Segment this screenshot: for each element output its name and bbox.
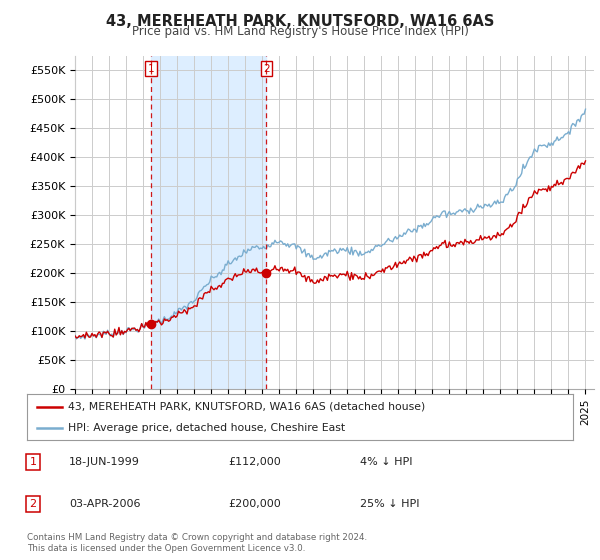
Text: 2: 2 — [263, 64, 270, 74]
Text: 4% ↓ HPI: 4% ↓ HPI — [360, 457, 413, 467]
Text: HPI: Average price, detached house, Cheshire East: HPI: Average price, detached house, Ches… — [68, 423, 345, 433]
Text: 43, MEREHEATH PARK, KNUTSFORD, WA16 6AS: 43, MEREHEATH PARK, KNUTSFORD, WA16 6AS — [106, 14, 494, 29]
Bar — [151, 56, 266, 389]
Text: Contains HM Land Registry data © Crown copyright and database right 2024.
This d: Contains HM Land Registry data © Crown c… — [27, 533, 367, 553]
Text: 18-JUN-1999: 18-JUN-1999 — [69, 457, 140, 467]
Text: £200,000: £200,000 — [228, 499, 281, 509]
Text: 1: 1 — [148, 64, 154, 74]
Text: £112,000: £112,000 — [228, 457, 281, 467]
Text: 03-APR-2006: 03-APR-2006 — [69, 499, 140, 509]
Text: 1: 1 — [29, 457, 37, 467]
Text: 2: 2 — [29, 499, 37, 509]
Text: 43, MEREHEATH PARK, KNUTSFORD, WA16 6AS (detached house): 43, MEREHEATH PARK, KNUTSFORD, WA16 6AS … — [68, 402, 425, 412]
Text: Price paid vs. HM Land Registry's House Price Index (HPI): Price paid vs. HM Land Registry's House … — [131, 25, 469, 38]
Text: 25% ↓ HPI: 25% ↓ HPI — [360, 499, 419, 509]
